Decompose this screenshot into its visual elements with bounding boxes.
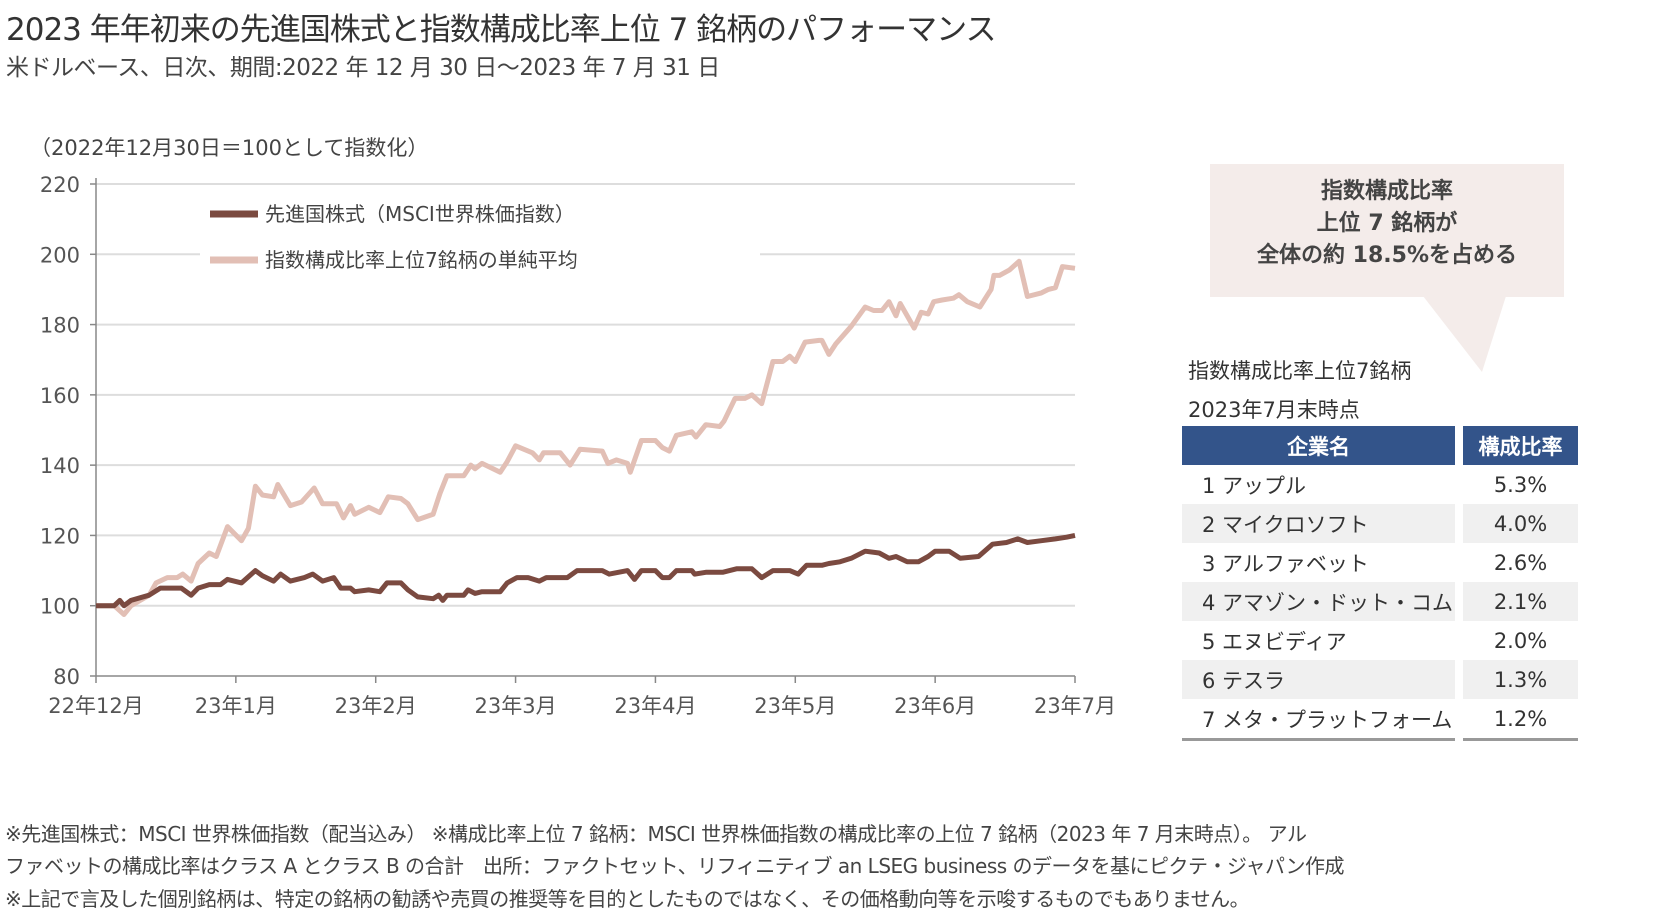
x-tick-label: 22年12月: [48, 694, 143, 718]
table-row: 7 メタ・プラットフォーム 1.2%: [1182, 699, 1578, 741]
legend-label-top7: 指数構成比率上位7銘柄の単純平均: [265, 248, 578, 272]
footnote-1: ※先進国株式：MSCI 世界株価指数（配当込み） ※構成比率上位 7 銘柄：MS…: [5, 822, 1307, 846]
page-subtitle: 米ドルベース、日次、期間:2022 年 12 月 30 日～2023 年 7 月…: [6, 55, 720, 81]
callout-line: 上位 7 銘柄が: [1316, 211, 1458, 236]
company-name: 1 アップル: [1202, 473, 1307, 498]
weight-value: 4.0%: [1463, 504, 1578, 543]
series-lines: [96, 258, 1076, 617]
x-tick-label: 23年3月: [475, 694, 557, 718]
y-tick-label: 220: [40, 173, 80, 197]
x-tick-label: 23年4月: [614, 694, 696, 718]
callout-line: 全体の約 18.5%を占める: [1257, 243, 1517, 268]
y-tick-label: 200: [40, 243, 80, 267]
y-axis-label: （2022年12月30日＝100として指数化）: [30, 136, 428, 160]
series-line-top7: [96, 258, 1076, 617]
y-tick-label: 100: [40, 595, 80, 619]
y-tick-label: 120: [40, 524, 80, 548]
table-row: 4 アマゾン・ドット・コム 2.1%: [1182, 582, 1578, 621]
weight-value: 5.3%: [1493, 472, 1548, 497]
legend-label-msci: 先進国株式（MSCI世界株価指数）: [265, 202, 575, 226]
page-title: 2023 年年初来の先進国株式と指数構成比率上位 7 銘柄のパフォーマンス: [6, 12, 997, 48]
footnote-2: ファベットの構成比率はクラス A とクラス B の合計 出所：ファクトセット、リ…: [5, 854, 1345, 878]
callout-pointer: [1423, 296, 1506, 372]
table-title: 指数構成比率上位7銘柄: [1188, 359, 1412, 383]
y-tick-label: 140: [40, 454, 80, 478]
legend: 先進国株式（MSCI世界株価指数） 指数構成比率上位7銘柄の単純平均: [200, 195, 760, 280]
y-tick-label: 160: [40, 384, 80, 408]
table-row: 3 アルファベット 2.6%: [1182, 543, 1578, 582]
table-row: 6 テスラ 1.3%: [1182, 660, 1578, 699]
table-row: 1 アップル 5.3%: [1182, 465, 1578, 504]
x-tick-label: 23年7月: [1034, 694, 1116, 718]
axes: 80 100 120 140 160 180 200 220 22年12月 23年1月 23年2月 2…: [40, 173, 1116, 718]
table-as-of: 2023年7月末時点: [1188, 398, 1360, 422]
line-chart: （2022年12月30日＝100として指数化） 80 100 120 140 160 18…: [30, 136, 1116, 718]
weight-value: 1.3%: [1463, 660, 1578, 699]
legend-background: [200, 195, 760, 280]
header-company: 企業名: [1182, 426, 1455, 465]
table-row: 2 マイクロソフト 4.0%: [1182, 504, 1578, 543]
weight-value: 1.2%: [1463, 699, 1578, 741]
x-tick-label: 23年2月: [335, 694, 417, 718]
company-name: 7 メタ・プラットフォーム: [1182, 699, 1455, 741]
company-name: 4 アマゾン・ドット・コム: [1182, 582, 1455, 621]
x-tick-label: 23年5月: [754, 694, 836, 718]
company-name: 3 アルファベット: [1202, 551, 1369, 576]
company-name: 2 マイクロソフト: [1182, 504, 1455, 543]
callout-line: 指数構成比率: [1320, 179, 1453, 204]
weight-value: 2.6%: [1493, 550, 1548, 575]
x-tick-label: 23年6月: [894, 694, 976, 718]
company-name: 6 テスラ: [1182, 660, 1455, 699]
top7-table: 企業名 構成比率 1 アップル 5.3% 2 マイクロソフト 4.0% 3 アルファベッ…: [1174, 426, 1586, 741]
company-name: 5 エヌビディア: [1202, 629, 1347, 654]
series-line-msci: [96, 532, 1076, 609]
table-row: 5 エヌビディア 2.0%: [1182, 621, 1578, 660]
callout-box: 指数構成比率 上位 7 銘柄が 全体の約 18.5%を占める: [1210, 164, 1564, 297]
x-tick-label: 23年1月: [195, 694, 277, 718]
weight-value: 2.1%: [1463, 582, 1578, 621]
y-tick-label: 80: [53, 665, 80, 689]
y-tick-label: 180: [40, 314, 80, 338]
weight-value: 2.0%: [1493, 628, 1548, 653]
footnote-3: ※上記で言及した個別銘柄は、特定の銘柄の勧誘や売買の推奨等を目的としたものではな…: [5, 887, 1250, 911]
header-weight: 構成比率: [1463, 426, 1578, 465]
